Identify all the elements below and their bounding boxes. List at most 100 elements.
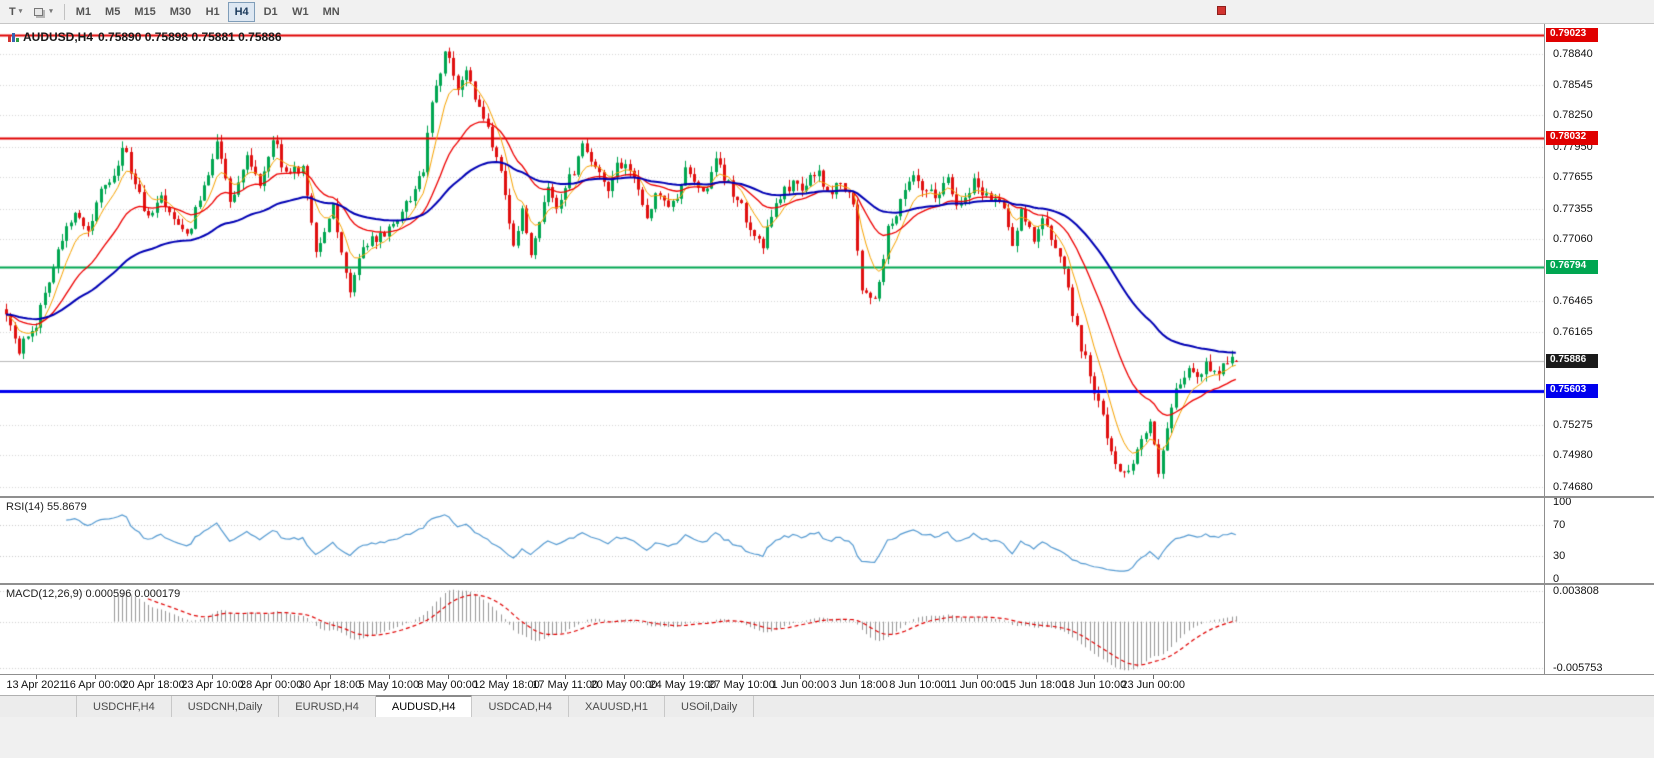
timeframe-button-d1[interactable]: D1	[257, 2, 284, 22]
macd-axis-label: -0.005753	[1553, 662, 1603, 674]
time-tick	[741, 675, 743, 679]
time-axis-label: 16 Apr 00:00	[63, 679, 126, 691]
time-tick	[800, 675, 802, 679]
price-axis-label: 0.78545	[1553, 78, 1593, 91]
time-axis-label: 1 Jun 00:00	[771, 679, 830, 691]
price-tag-level: 0.75603	[1546, 383, 1598, 398]
time-tick	[330, 675, 331, 679]
timeframe-button-m30[interactable]: M30	[164, 2, 197, 22]
rsi-label: RSI(14) 55.8679	[6, 501, 87, 513]
timeframe-button-m1[interactable]: M1	[70, 2, 97, 22]
price-axis-label: 0.78250	[1553, 109, 1593, 122]
price-axis-label: 0.76465	[1553, 295, 1593, 308]
macd-panel-canvas[interactable]	[0, 585, 1544, 674]
time-axis-label: 8 May 00:00	[417, 679, 478, 691]
tab-usdchf-h4[interactable]: USDCHF,H4	[76, 696, 172, 717]
price-axis-label: 0.77060	[1553, 233, 1593, 246]
caret-down-icon: ▾	[18, 8, 23, 15]
time-axis-label: 28 Apr 00:00	[239, 679, 303, 691]
status-footer	[0, 717, 1654, 758]
chart-icon	[8, 32, 19, 42]
time-tick	[153, 675, 155, 679]
tab-xauusd-h1[interactable]: XAUUSD,H1	[569, 696, 665, 717]
time-axis-label: 11 Jun 00:00	[945, 679, 1009, 691]
timeframe-button-m5[interactable]: M5	[99, 2, 126, 22]
windows-icon	[34, 7, 44, 16]
price-axis-label: 0.74680	[1553, 480, 1593, 493]
time-axis-label: 24 May 19:00	[649, 679, 717, 691]
time-axis-label: 3 Jun 18:00	[830, 679, 888, 691]
time-axis-label: 13 Apr 2021	[6, 679, 66, 691]
time-axis-label: 27 May 10:00	[708, 679, 775, 691]
tab-usoil-daily[interactable]: USOil,Daily	[665, 696, 755, 717]
price-tag-level: 0.79023	[1546, 28, 1598, 43]
time-tick	[271, 675, 273, 679]
time-axis-label: 8 Jun 10:00	[889, 679, 947, 691]
price-axis-label: 0.77655	[1553, 171, 1593, 184]
timeframe-button-m15[interactable]: M15	[128, 2, 161, 22]
price-chart-canvas[interactable]	[0, 24, 1544, 496]
price-axis[interactable]: 0.78840 0.78545 0.78250 0.77950 0.77655 0.773…	[1544, 24, 1654, 695]
price-axis-label: 0.74980	[1553, 449, 1593, 462]
chart-ohlc-label: 0.75890 0.75898 0.75881 0.75886	[98, 30, 282, 44]
time-tick	[624, 675, 625, 679]
red-marker-icon	[1217, 6, 1226, 15]
rsi-axis-label: 0	[1553, 573, 1560, 585]
price-axis-label: 0.75275	[1553, 418, 1593, 431]
macd-label: MACD(12,26,9) 0.000596 0.000179	[6, 588, 181, 600]
rsi-panel-canvas[interactable]	[0, 498, 1544, 583]
time-axis[interactable]: 13 Apr 2021 16 Apr 00:00 20 Apr 18:00 23 Ap…	[0, 675, 1654, 695]
timeframe-button-h1[interactable]: H1	[199, 2, 226, 22]
panel-separator	[0, 496, 1654, 498]
timeframe-button-h4[interactable]: H4	[228, 1, 256, 22]
timeframe-button-w1[interactable]: W1	[286, 2, 315, 22]
caret-down-icon: ▾	[49, 8, 53, 15]
price-axis-label: 0.77355	[1553, 202, 1593, 215]
time-axis-label: 5 May 10:00	[358, 679, 420, 691]
time-tick	[976, 675, 978, 679]
price-axis-label: 0.78840	[1553, 48, 1593, 61]
time-tick	[918, 675, 919, 679]
macd-axis-label: 0.003808	[1553, 585, 1599, 597]
time-tick	[36, 675, 37, 679]
chart-tab-bar: USDCHF,H4 USDCNH,Daily EURUSD,H4 AUDUSD,H4 U…	[0, 695, 1654, 717]
time-tick	[859, 675, 861, 679]
time-axis-label: 20 May 00:00	[590, 679, 658, 691]
toolbar-separator	[63, 3, 65, 20]
time-axis-label: 30 Apr 18:00	[298, 679, 362, 691]
toolbar: T ▾ ▾ M1 M5 M15 M30 H1 H4 D1 W1 MN	[0, 0, 1654, 24]
tab-usdcad-h4[interactable]: USDCAD,H4	[472, 696, 570, 717]
price-tag-current: 0.75886	[1546, 354, 1598, 369]
time-tick	[447, 675, 449, 679]
tab-usdcnh-daily[interactable]: USDCNH,Daily	[172, 696, 280, 717]
panel-separator	[0, 583, 1654, 585]
time-tick	[506, 675, 508, 679]
time-axis-label: 20 Apr 18:00	[122, 679, 185, 691]
tab-audusd-h4[interactable]: AUDUSD,H4	[375, 695, 473, 717]
time-axis-label: 15 Jun 18:00	[1003, 679, 1068, 691]
profiles-button[interactable]: ▾	[28, 2, 59, 22]
panel-separator	[0, 674, 1654, 675]
time-tick	[1153, 675, 1155, 679]
tab-eurusd-h4[interactable]: EURUSD,H4	[279, 696, 376, 717]
price-tag-level: 0.78032	[1546, 131, 1598, 146]
chart-symbol-label: AUDUSD,H4	[23, 30, 94, 44]
time-axis-label: 17 May 11:00	[532, 679, 599, 691]
time-axis-label: 18 Jun 10:00	[1062, 679, 1127, 691]
time-tick	[212, 675, 214, 679]
template-button-label: T	[9, 5, 16, 18]
time-tick	[388, 675, 390, 679]
time-axis-label: 23 Jun 00:00	[1121, 679, 1185, 691]
timeframe-button-mn[interactable]: MN	[317, 2, 346, 22]
time-tick	[1035, 675, 1037, 679]
time-tick	[94, 675, 96, 679]
rsi-axis-label: 70	[1553, 519, 1566, 532]
price-axis-label: 0.76165	[1553, 326, 1593, 339]
time-axis-label: 12 May 18:00	[473, 679, 540, 691]
price-tag-level: 0.76794	[1546, 259, 1598, 274]
time-tick	[682, 675, 684, 679]
template-button[interactable]: T ▾	[3, 2, 28, 22]
rsi-axis-label: 30	[1553, 549, 1566, 562]
time-tick	[1094, 675, 1096, 679]
